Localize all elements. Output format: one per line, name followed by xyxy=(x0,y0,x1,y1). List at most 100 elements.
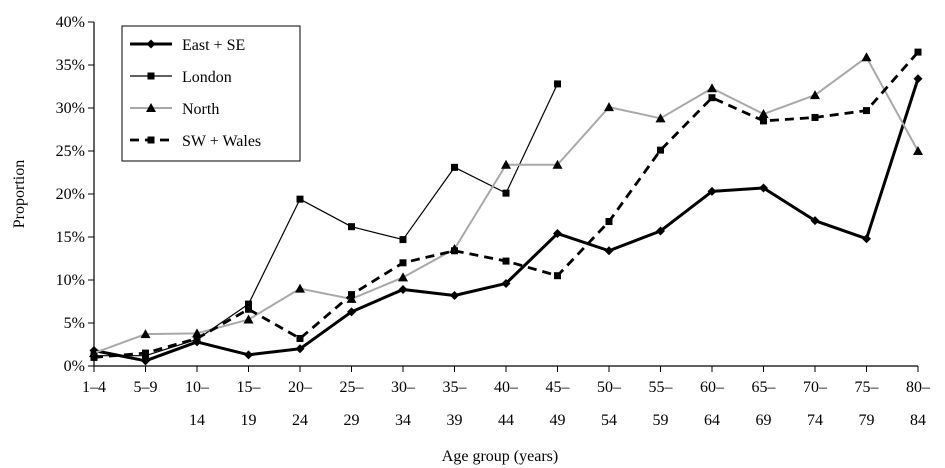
legend-marker-north xyxy=(146,103,156,112)
data-point-east-se xyxy=(604,246,614,256)
legend-label-sw-wales: SW + Wales xyxy=(182,133,261,150)
series-line-london xyxy=(94,83,559,357)
data-point-east-se xyxy=(347,307,356,317)
data-point-north xyxy=(913,146,923,155)
x-tick-label: 50– xyxy=(597,379,622,396)
data-point-sw-wales xyxy=(914,48,922,56)
legend-item-sw-wales: SW + Wales xyxy=(130,133,261,150)
data-point-sw-wales xyxy=(193,334,201,342)
y-tick-label: 35% xyxy=(56,57,85,74)
data-point-north xyxy=(758,109,769,119)
x-tick-label: 39 xyxy=(447,412,463,429)
x-tick-label: 25– xyxy=(340,379,365,396)
data-point-north xyxy=(295,283,305,293)
data-point-north xyxy=(861,52,872,62)
data-point-london xyxy=(245,300,252,308)
data-point-sw-wales xyxy=(296,334,304,342)
legend-marker-east-se xyxy=(146,39,156,49)
legend-item-east-se: East + SE xyxy=(130,37,245,54)
data-point-north xyxy=(707,83,717,93)
data-point-north xyxy=(243,314,254,324)
data-point-sw-wales xyxy=(863,107,870,115)
data-point-east-se xyxy=(707,186,717,196)
legend-items: East + SE London North SW + Wales xyxy=(130,37,261,150)
x-tick-label: 79 xyxy=(859,412,875,429)
legend-marker-london xyxy=(147,72,155,80)
data-point-east-se xyxy=(244,350,253,360)
data-point-north xyxy=(655,113,666,123)
data-point-north xyxy=(398,272,408,282)
y-tick-label: 5% xyxy=(64,315,85,332)
x-tick-label: 14 xyxy=(189,412,205,429)
y-tick-label: 0% xyxy=(64,358,85,375)
x-tick-label: 30– xyxy=(391,379,416,396)
x-tick-label: 19 xyxy=(241,412,257,429)
data-point-sw-wales xyxy=(451,247,458,255)
data-point-east-se xyxy=(553,229,562,239)
x-tick-label: 29 xyxy=(344,412,360,429)
data-point-sw-wales xyxy=(90,353,98,361)
data-point-north xyxy=(604,102,614,112)
data-point-east-se xyxy=(295,344,305,354)
x-tick-label: 45– xyxy=(546,379,571,396)
x-tick-label: 65– xyxy=(752,379,777,396)
x-tick-label: 5–9 xyxy=(134,379,158,396)
series-group xyxy=(89,48,923,366)
data-point-sw-wales xyxy=(708,94,716,102)
x-tick-label: 24 xyxy=(292,412,308,429)
x-tick-label: 75– xyxy=(855,379,880,396)
x-tick-label: 15– xyxy=(237,379,262,396)
data-point-sw-wales xyxy=(399,259,407,267)
data-point-london xyxy=(399,236,407,244)
data-point-london xyxy=(554,80,561,88)
legend-label-london: London xyxy=(182,69,232,86)
data-point-sw-wales xyxy=(657,146,664,154)
data-point-east-se xyxy=(810,216,820,226)
x-tick-label: 10– xyxy=(185,379,210,396)
x-tick-label: 34 xyxy=(395,412,411,429)
data-point-east-se xyxy=(501,278,511,288)
data-point-london xyxy=(296,195,304,203)
data-point-east-se xyxy=(913,74,923,84)
x-tick-label: 55– xyxy=(649,379,674,396)
y-tick-label: 40% xyxy=(56,14,85,31)
x-tick-label: 74 xyxy=(807,412,823,429)
data-point-sw-wales xyxy=(142,349,149,357)
data-point-sw-wales xyxy=(245,305,252,313)
data-point-london xyxy=(502,189,510,197)
x-tick-label: 40– xyxy=(494,379,519,396)
legend-label-north: North xyxy=(182,101,219,118)
x-tick-label: 44 xyxy=(498,412,514,429)
data-point-north xyxy=(346,293,357,303)
data-point-sw-wales xyxy=(760,117,767,125)
data-point-east-se xyxy=(759,183,768,193)
y-tick-label: 20% xyxy=(56,186,85,203)
x-tick-label: 60– xyxy=(700,379,725,396)
data-point-east-se xyxy=(398,284,408,294)
series-sw-wales xyxy=(90,48,922,361)
y-axis-title: Proportion xyxy=(11,160,28,228)
data-point-sw-wales xyxy=(605,218,613,226)
y-axis-ticks: 0% 5% 10% 15% 20% 25% 30% 35% 40% xyxy=(56,14,94,375)
data-point-london xyxy=(348,223,355,231)
legend: East + SE London North SW + Wales xyxy=(121,25,301,162)
data-point-east-se xyxy=(862,234,871,244)
x-tick-label: 84 xyxy=(910,412,926,429)
data-point-north xyxy=(140,329,151,339)
x-tick-label: 54 xyxy=(601,412,617,429)
data-point-sw-wales xyxy=(811,113,819,121)
data-point-sw-wales xyxy=(554,272,561,280)
data-point-sw-wales xyxy=(502,257,510,265)
x-tick-label: 70– xyxy=(803,379,828,396)
data-point-east-se xyxy=(450,290,459,300)
data-point-north xyxy=(501,159,511,169)
x-axis-ticks: 1–4 5–9 10– 14 15– 19 20– 24 25– 29 30– 34 35– 39 40– 4… xyxy=(82,366,931,429)
legend-item-london: London xyxy=(130,69,232,86)
legend-item-north: North xyxy=(130,101,219,118)
data-point-east-se xyxy=(656,226,665,236)
y-tick-label: 15% xyxy=(56,229,85,246)
x-tick-label: 20– xyxy=(288,379,313,396)
x-tick-label: 49 xyxy=(550,412,566,429)
y-tick-label: 10% xyxy=(56,272,85,289)
x-tick-label: 80– xyxy=(906,379,931,396)
